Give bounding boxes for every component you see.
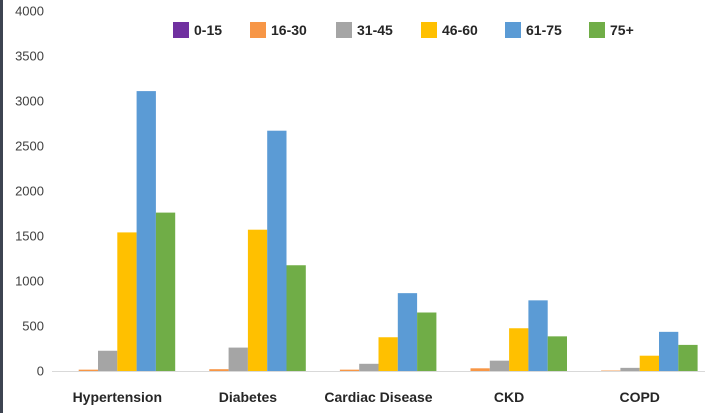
y-tick-label: 2000 [15, 184, 44, 199]
bar [136, 91, 156, 371]
bar [678, 344, 698, 371]
legend-swatch [589, 22, 605, 38]
bar [339, 369, 360, 371]
bar [489, 360, 510, 371]
legend-item: 46-60 [421, 22, 478, 38]
legend-swatch [173, 22, 189, 38]
bar [417, 312, 437, 371]
x-category-label: Cardiac Disease [324, 389, 432, 405]
bar [247, 229, 268, 371]
legend-label: 61-75 [526, 22, 562, 38]
y-tick-label: 1000 [15, 274, 44, 289]
legend: 0-15 16-30 31-45 46-60 61-75 75+ [173, 22, 634, 38]
legend-swatch [421, 22, 437, 38]
bar [397, 293, 418, 371]
left-border [0, 0, 3, 413]
bar [470, 368, 490, 371]
x-axis: Hypertension Diabetes Cardiac Disease CKD CO… [52, 371, 705, 405]
x-category-label: COPD [619, 389, 659, 405]
bar [228, 347, 248, 371]
y-tick-label: 2500 [15, 139, 44, 154]
bar [117, 232, 137, 371]
y-tick-label: 3500 [15, 49, 44, 64]
legend-item: 31-45 [336, 22, 393, 38]
y-tick-label: 500 [22, 319, 44, 334]
category-group [78, 91, 176, 371]
bar [155, 212, 176, 371]
bar [528, 300, 548, 371]
bar [209, 369, 229, 371]
legend-item: 16-30 [250, 22, 307, 38]
legend-label: 16-30 [271, 22, 307, 38]
legend-item: 75+ [589, 22, 634, 38]
y-tick-label: 4000 [15, 4, 44, 19]
bar [359, 363, 379, 371]
bar [509, 328, 529, 371]
legend-item: 0-15 [173, 22, 222, 38]
y-tick-label: 1500 [15, 229, 44, 244]
bar [98, 350, 118, 371]
category-group [339, 293, 437, 371]
y-axis: 0 500 1000 1500 2000 2500 3000 3500 4000 [15, 4, 44, 379]
legend-label: 0-15 [194, 22, 222, 38]
x-category-label: CKD [494, 389, 524, 405]
legend-swatch [336, 22, 352, 38]
category-group [601, 331, 698, 371]
bar [659, 331, 679, 371]
category-group [470, 300, 567, 371]
bars [78, 91, 698, 371]
bar [378, 337, 398, 371]
x-category-label: Diabetes [219, 389, 278, 405]
legend-swatch [250, 22, 266, 38]
x-category-label: Hypertension [73, 389, 162, 405]
bar [547, 336, 567, 371]
bar [267, 130, 287, 371]
bar [286, 265, 306, 371]
bar [620, 367, 640, 371]
bar [639, 355, 659, 371]
legend-swatch [505, 22, 521, 38]
category-group [209, 130, 306, 371]
y-tick-label: 3000 [15, 94, 44, 109]
legend-item: 61-75 [505, 22, 562, 38]
legend-label: 75+ [610, 22, 634, 38]
legend-label: 46-60 [442, 22, 478, 38]
legend-label: 31-45 [357, 22, 393, 38]
bar [78, 369, 98, 371]
y-tick-label: 0 [37, 364, 44, 379]
